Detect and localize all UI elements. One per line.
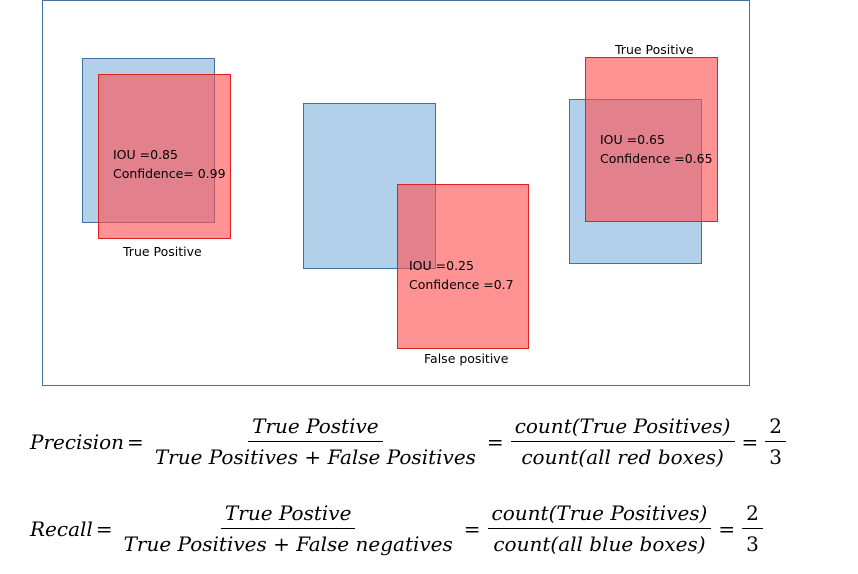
equals-sign: =	[127, 429, 144, 454]
recall-denominator-2: count(all blue boxes)	[493, 532, 706, 556]
recall-numerator-2: count(True Positives)	[487, 501, 712, 529]
confidence-label-2: Confidence =0.7	[409, 277, 514, 292]
result-label-1: True Positive	[123, 244, 202, 259]
result-label-2: False positive	[424, 351, 509, 366]
equals-sign: =	[95, 516, 113, 541]
predicted-box-3	[585, 57, 718, 222]
precision-fraction-3: 2 3	[765, 414, 786, 469]
iou-label-1: IOU =0.85	[113, 147, 178, 162]
precision-numerator-3: 2	[765, 414, 786, 442]
recall-denominator-1: True Positives + False negatives	[123, 532, 453, 556]
precision-denominator-1: True Positives + False Positives	[154, 445, 476, 469]
precision-name: Precision	[30, 429, 125, 454]
precision-fraction-1: True Postive True Positives + False Posi…	[151, 414, 480, 469]
precision-denominator-2: count(all red boxes)	[521, 445, 724, 469]
equals-sign: =	[463, 516, 481, 541]
predicted-box-1	[98, 74, 231, 239]
confidence-label-1: Confidence= 0.99	[113, 166, 226, 181]
equals-sign: =	[741, 429, 759, 454]
recall-fraction-1: True Postive True Positives + False nega…	[120, 501, 457, 556]
recall-name: Recall	[30, 516, 93, 541]
recall-fraction-3: 2 3	[742, 501, 763, 556]
equals-sign: =	[718, 516, 736, 541]
recall-fraction-2: count(True Positives) count(all blue box…	[487, 501, 712, 556]
equals-sign: =	[486, 429, 504, 454]
predicted-box-2	[397, 184, 529, 349]
confidence-label-3: Confidence =0.65	[600, 151, 713, 166]
recall-formula: Recall = True Postive True Positives + F…	[30, 501, 767, 556]
recall-numerator-1: True Postive	[220, 501, 356, 529]
precision-numerator-1: True Postive	[248, 414, 383, 442]
result-label-3: True Positive	[615, 42, 694, 57]
iou-label-3: IOU =0.65	[600, 132, 665, 147]
recall-numerator-3: 2	[742, 501, 763, 529]
precision-formula: Precision = True Postive True Positives …	[30, 414, 790, 469]
image-frame	[42, 0, 750, 386]
iou-label-2: IOU =0.25	[409, 258, 474, 273]
precision-denominator-3: 3	[769, 445, 782, 469]
precision-fraction-2: count(True Positives) count(all red boxe…	[510, 414, 735, 469]
recall-denominator-3: 3	[746, 532, 759, 556]
precision-numerator-2: count(True Positives)	[510, 414, 735, 442]
